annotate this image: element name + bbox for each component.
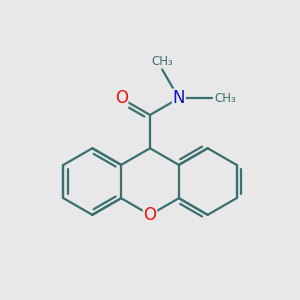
Text: CH₃: CH₃ — [151, 55, 173, 68]
Text: O: O — [143, 206, 157, 224]
Text: CH₃: CH₃ — [214, 92, 236, 105]
Text: N: N — [172, 89, 185, 107]
Text: O: O — [115, 89, 128, 107]
